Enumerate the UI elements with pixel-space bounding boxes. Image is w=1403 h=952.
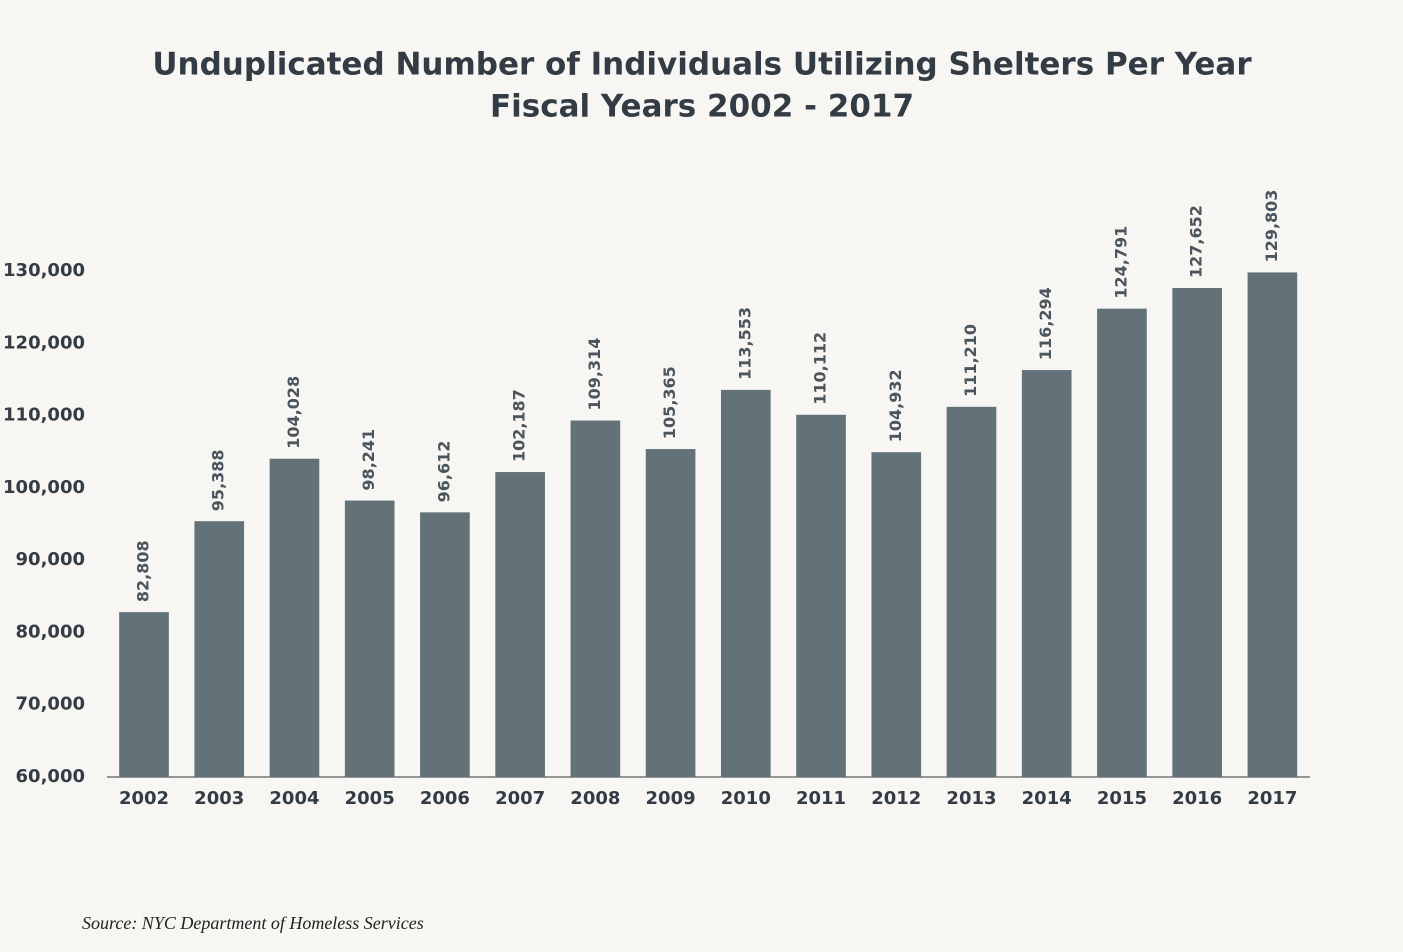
bar: [871, 452, 922, 777]
bar: [269, 458, 320, 777]
y-tick-label: 80,000: [16, 621, 85, 642]
bar: [645, 449, 696, 777]
bar: [344, 500, 395, 777]
value-label: 102,187: [510, 389, 529, 462]
x-tick-label: 2012: [871, 788, 921, 809]
y-tick-label: 130,000: [3, 260, 85, 281]
bar: [1247, 272, 1298, 777]
value-label: 98,241: [359, 429, 378, 491]
chart-title: Unduplicated Number of Individuals Utili…: [152, 47, 1252, 83]
source-note: Source: NYC Department of Homeless Servi…: [82, 913, 424, 933]
x-tick-label: 2017: [1247, 788, 1297, 809]
y-tick-label: 60,000: [16, 766, 85, 787]
y-tick-label: 90,000: [16, 549, 85, 570]
x-tick-label: 2008: [570, 788, 620, 809]
bar: [720, 389, 771, 777]
chart-subtitle: Fiscal Years 2002 - 2017: [490, 89, 914, 125]
x-tick-label: 2016: [1172, 788, 1222, 809]
x-tick-label: 2015: [1097, 788, 1147, 809]
y-tick-label: 110,000: [3, 405, 85, 426]
x-tick-label: 2013: [946, 788, 996, 809]
value-label: 129,803: [1262, 190, 1281, 263]
value-label: 96,612: [434, 441, 453, 503]
value-label: 113,553: [735, 307, 754, 380]
x-tick-label: 2006: [420, 788, 470, 809]
value-label: 82,808: [134, 540, 153, 602]
value-label: 104,028: [284, 376, 303, 449]
bar: [495, 472, 545, 777]
y-tick-label: 120,000: [3, 332, 85, 353]
y-tick-label: 100,000: [3, 477, 85, 498]
bar: [194, 521, 245, 777]
value-label: 104,932: [886, 369, 905, 442]
y-tick-label: 70,000: [16, 694, 85, 715]
x-tick-label: 2010: [721, 788, 771, 809]
value-label: 95,388: [209, 449, 228, 511]
x-tick-label: 2007: [495, 788, 545, 809]
value-label: 111,210: [961, 324, 980, 397]
value-label: 124,791: [1111, 226, 1130, 299]
x-tick-label: 2003: [194, 788, 244, 809]
value-label: 110,112: [811, 332, 830, 405]
bar: [570, 420, 621, 777]
value-label: 116,294: [1036, 287, 1055, 360]
value-label: 127,652: [1187, 205, 1206, 278]
bar: [796, 414, 846, 777]
value-label: 105,365: [660, 366, 679, 439]
x-tick-label: 2014: [1022, 788, 1072, 809]
bar: [946, 406, 997, 777]
bar: [420, 512, 470, 777]
bar: [1097, 308, 1147, 777]
bar: [119, 612, 169, 777]
bar: [1172, 287, 1222, 777]
x-tick-label: 2005: [345, 788, 395, 809]
value-label: 109,314: [585, 338, 604, 411]
x-tick-label: 2002: [119, 788, 169, 809]
x-tick-label: 2009: [646, 788, 696, 809]
bar: [1021, 370, 1072, 777]
x-tick-label: 2004: [269, 788, 319, 809]
x-tick-label: 2011: [796, 788, 846, 809]
